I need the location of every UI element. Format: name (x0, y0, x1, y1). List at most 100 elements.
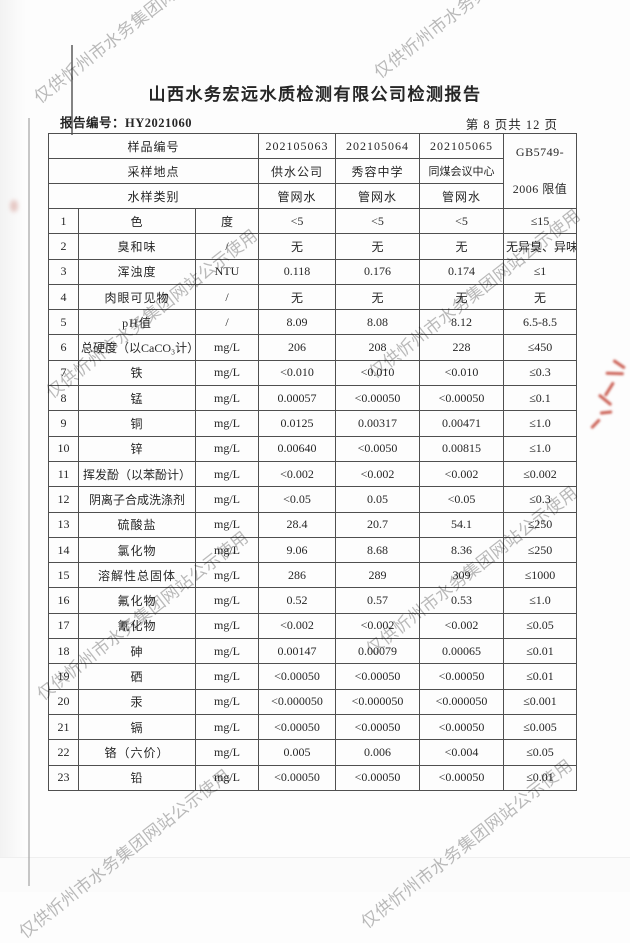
table-row: 23 铅 mg/L <0.00050 <0.00050 <0.00050 ≤0.01 (48, 764, 578, 791)
cell-parameter: 氟化物 (78, 587, 196, 614)
cell-value-2: <5 (335, 207, 421, 235)
cell-row-number: 14 (48, 536, 79, 564)
cell-row-number: 18 (48, 638, 79, 665)
scan-crease-line (71, 45, 73, 135)
cell-value-1: <0.00050 (258, 764, 337, 791)
cell-value-2: 20.7 (335, 511, 421, 538)
cell-value-3: 0.00065 (419, 638, 505, 665)
cell-row-number: 2 (48, 233, 79, 260)
cell-row-number: 15 (48, 562, 79, 589)
cell-parameter: 锌 (78, 435, 196, 462)
cell-parameter: 铜 (78, 410, 196, 437)
cell-unit: NTU (194, 258, 260, 285)
cell-value-2: <0.00050 (335, 764, 421, 791)
cell-value-2: 0.176 (335, 258, 421, 285)
cell-unit: mg/L (194, 612, 260, 640)
cell-parameter: 溶解性总固体 (78, 562, 196, 589)
cell-value-3: 无 (419, 233, 505, 260)
cell-limit: ≤0.002 (503, 460, 578, 488)
cell-parameter: 氰化物 (78, 612, 196, 640)
sample-number-3: 202105065 (419, 133, 505, 159)
cell-value-2: 208 (335, 334, 421, 361)
cell-parameter: 氯化物 (78, 536, 196, 564)
cell-value-1: <0.00050 (258, 713, 337, 741)
cell-unit: mg/L (194, 739, 260, 766)
header-label-water-type: 水样类别 (47, 183, 260, 209)
cell-unit: mg/L (194, 536, 260, 564)
sample-number-2: 202105064 (335, 133, 421, 159)
cell-unit: mg/L (194, 435, 260, 462)
cell-row-number: 21 (48, 713, 79, 741)
cell-limit: ≤0.005 (503, 713, 578, 741)
cell-value-1: 9.06 (258, 536, 337, 564)
cell-row-number: 1 (48, 207, 79, 235)
cell-row-number: 17 (48, 612, 79, 640)
cell-unit: mg/L (194, 562, 260, 589)
cell-row-number: 23 (48, 764, 79, 791)
cell-value-3: <0.00050 (419, 764, 505, 791)
table-row: 11 挥发酚（以苯酚计） mg/L <0.002 <0.002 <0.002 ≤0.002 (48, 460, 578, 488)
cell-unit: 度 (194, 207, 260, 235)
cell-value-3: <0.004 (419, 739, 505, 766)
table-row: 8 锰 mg/L 0.00057 <0.00050 <0.00050 ≤0.1 (48, 385, 578, 412)
cell-value-1: 286 (258, 562, 337, 589)
cell-value-2: 0.006 (335, 739, 421, 766)
cell-limit: ≤0.01 (503, 663, 578, 690)
table-row: 10 锌 mg/L 0.00640 <0.0050 0.00815 ≤1.0 (48, 435, 578, 462)
cell-parameter: 肉眼可见物 (78, 283, 196, 311)
cell-limit: ≤0.05 (503, 739, 578, 766)
cell-value-3: 309 (419, 562, 505, 589)
cell-value-1: 0.52 (258, 587, 337, 614)
table-row: 采样地点 供水公司 秀容中学 同煤会议中心 (47, 158, 577, 184)
cell-row-number: 20 (48, 688, 79, 715)
cell-parameter: 镉 (78, 713, 196, 741)
cell-limit: ≤250 (503, 536, 578, 564)
cell-row-number: 10 (48, 435, 79, 462)
cell-parameter: pH值 (78, 309, 196, 336)
cell-value-3: <0.002 (419, 460, 505, 488)
cell-parameter: 锰 (78, 385, 196, 412)
limit-standard-line2: 2006 限值 (512, 182, 568, 196)
table-row: 5 pH值/8.09 8.08 8.12 6.5-8.5 (48, 309, 578, 336)
water-type-1: 管网水 (258, 183, 337, 209)
cell-limit: ≤1.0 (503, 435, 578, 462)
cell-value-3: 228 (419, 334, 505, 361)
cell-row-number: 16 (48, 587, 79, 614)
limit-column-header: GB5749- 2006 限值 (503, 133, 578, 209)
cell-value-3: <0.00050 (419, 713, 505, 741)
cell-value-1: 206 (258, 334, 337, 361)
cell-value-3: <0.000050 (419, 688, 505, 715)
cell-parameter: 色 (78, 207, 196, 235)
cell-unit: mg/L (194, 663, 260, 690)
cell-value-2: 无 (335, 283, 421, 311)
cell-value-3: 8.36 (419, 536, 505, 564)
cell-value-2: 0.05 (335, 486, 421, 513)
cell-row-number: 12 (48, 486, 79, 513)
cell-value-1: 0.00057 (258, 385, 337, 412)
table-row: 17 氰化物 mg/L <0.002 <0.002 <0.002 ≤0.05 (48, 612, 578, 640)
table-row: 22 铬（六价） mg/L 0.005 0.006 <0.004 ≤0.05 (48, 739, 578, 766)
cell-value-1: <0.000050 (258, 688, 337, 715)
cell-row-number: 9 (48, 410, 79, 437)
cell-unit: mg/L (194, 486, 260, 513)
cell-unit: mg/L (194, 638, 260, 665)
cell-parameter: 铅 (78, 764, 196, 791)
cell-value-1: <0.05 (258, 486, 337, 513)
cell-limit: ≤0.1 (503, 385, 578, 412)
cell-limit: 无异臭、异味 (503, 233, 578, 260)
cell-row-number: 6 (48, 334, 79, 361)
cell-limit: ≤1 (503, 258, 578, 285)
table-row: 16 氟化物 mg/L 0.52 0.57 0.53 ≤1.0 (48, 587, 578, 614)
cell-unit: mg/L (194, 359, 260, 387)
table-row: 4 肉眼可见物 / 无无无无 (48, 283, 578, 311)
cell-limit: ≤1.0 (503, 587, 578, 614)
cell-limit: ≤15 (503, 207, 578, 235)
table-row: 1 色度 <5 <5 <5 ≤15 (48, 207, 578, 235)
table-row: 样品编号 202105063 202105064 202105065 GB574… (47, 133, 578, 209)
cell-unit: mg/L (194, 385, 260, 412)
cell-row-number: 19 (48, 663, 79, 690)
cell-value-1: <0.010 (258, 359, 337, 387)
cell-limit: ≤0.01 (503, 764, 578, 791)
cell-value-3: 0.00815 (419, 435, 505, 462)
table-row: 18 砷 mg/L 0.00147 0.00079 0.00065 ≤0.01 (48, 638, 578, 665)
